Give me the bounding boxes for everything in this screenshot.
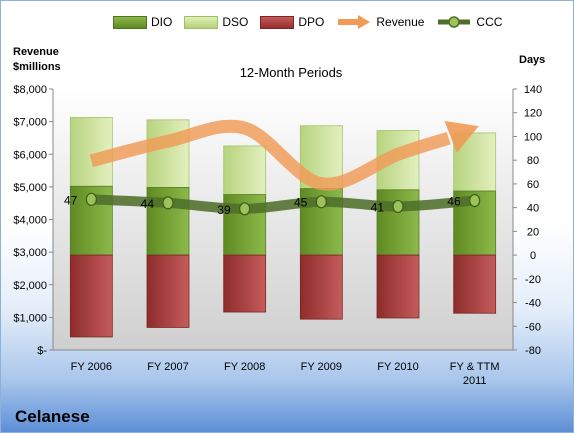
ccc-data-label: 47 [64, 193, 78, 207]
left-axis-tick-label: $1,000 [13, 312, 47, 324]
right-axis-tick-label: 140 [524, 84, 542, 96]
right-axis-tick-label: -20 [525, 274, 541, 286]
left-axis-tick-label: $6,000 [13, 149, 47, 161]
right-axis-tick-label: -40 [525, 298, 541, 310]
legend-item-dio: DIO [113, 15, 172, 29]
right-axis-tick-label: 80 [527, 155, 539, 167]
x-axis-tick-label: FY 2006 [71, 361, 112, 373]
legend-item-dso: DSO [184, 15, 248, 29]
left-axis-tick-label: $4,000 [13, 215, 47, 227]
ccc-data-label: 41 [371, 200, 385, 214]
legend: DIO DSO DPO Revenue CCC [113, 15, 514, 29]
x-axis-tick-label: FY 2010 [377, 361, 418, 373]
right-axis-tick-label: -60 [525, 321, 541, 333]
left-axis-tick-label: $8,000 [13, 84, 47, 96]
legend-arrow-icon [338, 15, 371, 29]
left-axis-tick-label: $2,000 [13, 280, 47, 292]
legend-item-dpo: DPO [260, 15, 324, 29]
ccc-point [239, 202, 251, 216]
bar-dpo [299, 254, 343, 320]
left-axis-title-line-2: $millions [13, 61, 61, 73]
legend-label-dso: DSO [222, 15, 249, 29]
left-axis-tick-label: $5,000 [13, 182, 47, 194]
right-axis-tick-label: -80 [525, 345, 541, 357]
right-axis-tick-label: 20 [527, 226, 539, 238]
legend-item-ccc: CCC [436, 15, 502, 29]
revenue-line [89, 119, 451, 191]
x-axis-tick-label: FY 2009 [301, 361, 342, 373]
legend-label-dio: DIO [151, 15, 173, 29]
bar-dso [146, 119, 190, 188]
bar-dpo [453, 254, 497, 314]
legend-swatch-dso [184, 15, 219, 29]
left-axis-tick-label: $3,000 [13, 247, 47, 259]
legend-item-revenue: Revenue [336, 15, 424, 29]
bar-dpo [146, 254, 190, 328]
right-axis-tick-label: 40 [527, 203, 539, 215]
bar-dpo [223, 254, 267, 313]
ccc-point [162, 196, 174, 210]
left-axis-title-line-1: Revenue [13, 46, 59, 58]
ccc-line [86, 194, 480, 214]
ccc-point [392, 199, 404, 214]
legend-swatch-dio [113, 15, 147, 29]
ccc-data-label: 45 [294, 196, 308, 210]
legend-label-ccc: CCC [476, 15, 503, 29]
left-axis-title: Revenue $millions [13, 45, 61, 75]
right-axis-tick-label: 0 [530, 250, 536, 262]
right-axis-tick-label: 100 [524, 131, 542, 143]
x-axis-tick-label: FY & TTM [450, 361, 500, 373]
bar-dpo [69, 254, 113, 338]
legend-label-revenue: Revenue [376, 15, 425, 29]
right-axis-tick-label: 60 [527, 179, 539, 191]
revenue-arrowhead [444, 121, 479, 153]
x-axis-tick-label: FY 2008 [224, 361, 265, 373]
legend-ccc-marker-icon [438, 16, 471, 28]
x-axis-tick-label: 2011 [463, 375, 487, 387]
legend-swatch-dpo [260, 15, 295, 29]
bar-dpo [376, 254, 420, 319]
ccc-data-label: 44 [141, 197, 155, 211]
chart-title: 12-Month Periods [239, 65, 343, 80]
bar-dso [223, 145, 267, 195]
x-axis-tick-label: FY 2007 [147, 361, 188, 373]
ccc-data-label: 39 [217, 203, 231, 217]
right-axis-tick-label: 120 [524, 108, 542, 120]
ccc-point [85, 192, 97, 206]
plot-area [53, 89, 513, 350]
left-axis-tick-label: $7,000 [13, 117, 47, 129]
company-name: Celanese [15, 407, 90, 426]
right-axis-title: Days [519, 54, 546, 66]
ccc-point [315, 195, 327, 209]
legend-label-dpo: DPO [298, 15, 325, 29]
ccc-point [469, 193, 481, 208]
ccc-data-label: 46 [447, 195, 461, 209]
left-axis-tick-label: $- [37, 345, 47, 357]
